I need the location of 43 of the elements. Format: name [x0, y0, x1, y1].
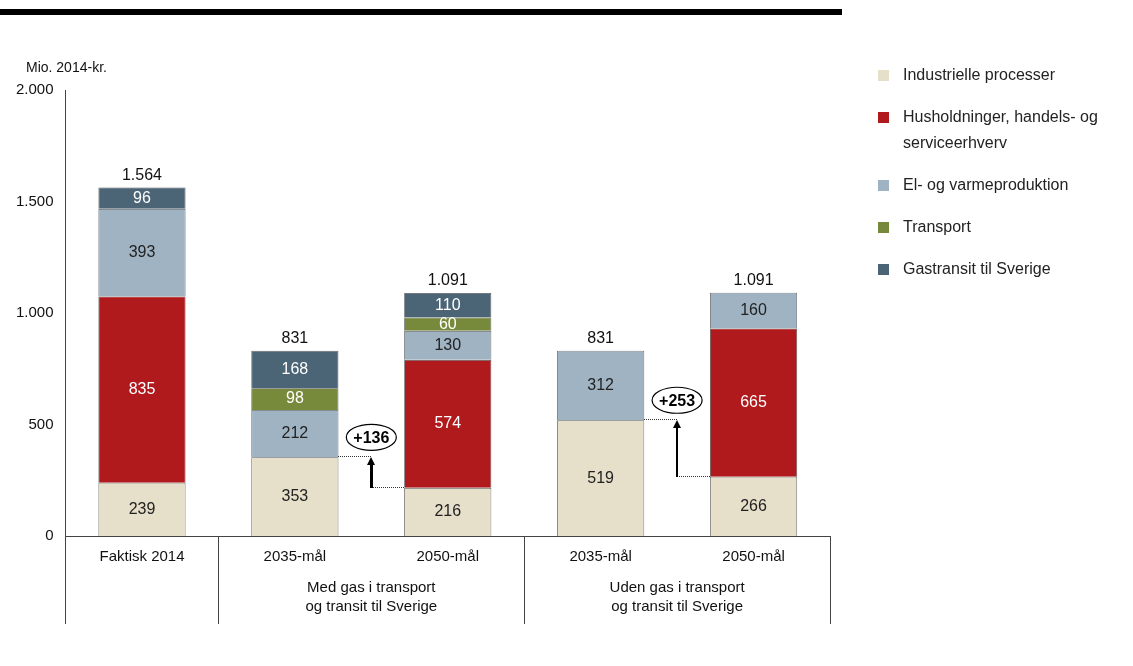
- data-label: 393: [128, 243, 156, 261]
- x-tick-label: 2035-mål: [569, 547, 632, 565]
- data-label: 574: [434, 414, 462, 432]
- data-label: 96: [133, 188, 151, 206]
- y-tick-label: 1.000: [15, 303, 54, 321]
- y-axis-title: Mio. 2014-kr.: [26, 58, 107, 75]
- legend-label: Gastransit til Sverige: [903, 259, 1051, 279]
- data-label: 110: [435, 295, 461, 313]
- data-label: 665: [740, 392, 767, 410]
- y-tick-label: 1.500: [15, 191, 54, 209]
- total-label: 1.091: [427, 271, 468, 289]
- data-label: 239: [128, 499, 156, 517]
- data-label: 130: [434, 335, 462, 353]
- annotation: +136: [353, 428, 390, 446]
- x-tick-label: 2050-mål: [722, 547, 785, 565]
- y-tick-label: 0: [45, 526, 54, 544]
- y-tick-label: 500: [28, 414, 54, 432]
- data-label: 835: [128, 380, 156, 398]
- x-tick-label: 2050-mål: [416, 547, 480, 565]
- x-tick-label: Faktisk 2014: [99, 547, 185, 565]
- legend-label: Industrielle processer: [903, 65, 1056, 85]
- legend-label: El- og varmeproduktion: [903, 175, 1069, 195]
- y-tick-label: 2.000: [15, 80, 54, 98]
- total-label: 831: [587, 329, 615, 347]
- data-label: 312: [587, 375, 615, 393]
- text: Med gas i transport og transit til Sverige: [305, 578, 438, 615]
- data-label: 266: [740, 496, 767, 514]
- x-tick-label: 2035-mål: [263, 547, 327, 565]
- data-label: 60: [438, 314, 457, 332]
- legend-label: Husholdninger, handels- og serviceerhverv: [903, 107, 1099, 153]
- data-label: 160: [740, 300, 767, 318]
- total-label: 1.091: [733, 271, 774, 289]
- legend-label: Transport: [903, 217, 971, 237]
- text: Uden gas i transport og transit til Sverige: [609, 578, 746, 615]
- data-label: 212: [281, 424, 309, 442]
- data-label: 216: [434, 502, 462, 520]
- data-label: 168: [281, 359, 309, 377]
- annotation: +253: [659, 391, 696, 409]
- data-label: 519: [587, 468, 615, 486]
- data-label: 98: [285, 389, 304, 407]
- total-label: 1.564: [121, 165, 163, 183]
- total-label: 831: [281, 329, 309, 347]
- data-label: 353: [281, 487, 309, 505]
